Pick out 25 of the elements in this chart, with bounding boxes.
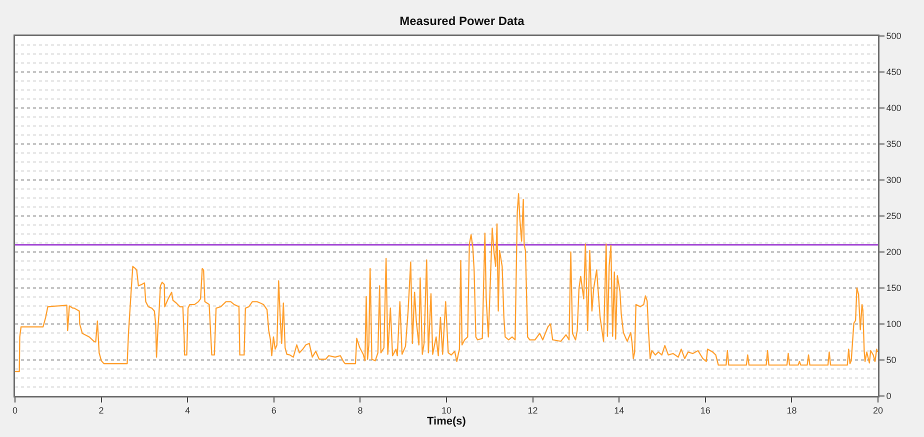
y-tick-label: 350 bbox=[886, 139, 902, 150]
line-series bbox=[15, 193, 878, 372]
x-tick-label: 14 bbox=[614, 405, 624, 416]
x-tick-label: 8 bbox=[358, 405, 363, 416]
y-tick-label: 150 bbox=[886, 283, 902, 294]
x-tick-label: 0 bbox=[12, 405, 18, 416]
chart-title: Measured Power Data bbox=[400, 14, 525, 28]
y-tick-label: 0 bbox=[886, 391, 892, 402]
x-tick-label: 2 bbox=[98, 405, 104, 416]
y-tick-label: 100 bbox=[886, 319, 902, 330]
y-tick-label: 250 bbox=[886, 211, 902, 222]
y-tick-label: 500 bbox=[886, 31, 902, 42]
x-tick-label: 12 bbox=[528, 405, 538, 416]
x-tick-label: 20 bbox=[872, 405, 884, 416]
y-tick-label: 200 bbox=[886, 247, 902, 258]
x-tick-label: 10 bbox=[441, 405, 452, 416]
x-tick-label: 6 bbox=[271, 405, 276, 416]
y-tick-label: 300 bbox=[886, 175, 902, 186]
y-tick-label: 450 bbox=[886, 67, 902, 78]
x-tick-label: 4 bbox=[185, 405, 190, 416]
y-tick-label: 50 bbox=[886, 355, 896, 366]
y-tick-label: 400 bbox=[886, 103, 902, 114]
x-axis-title: Time(s) bbox=[427, 415, 466, 428]
x-tick-label: 18 bbox=[786, 405, 797, 416]
x-tick-label: 16 bbox=[700, 405, 710, 416]
